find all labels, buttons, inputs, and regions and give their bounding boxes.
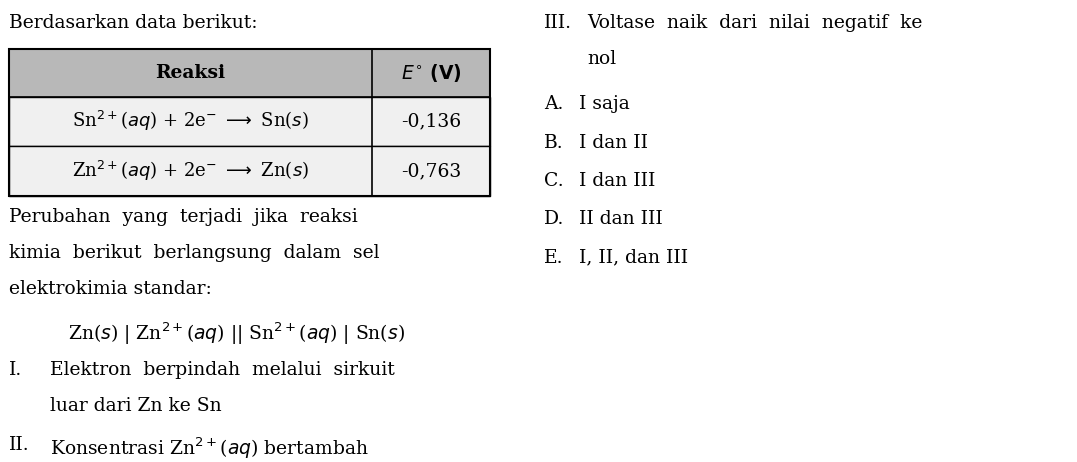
Text: I.: I. [9,361,22,379]
Text: -0,136: -0,136 [401,112,461,130]
Text: I saja: I saja [579,95,630,113]
Text: III.: III. [544,14,572,32]
Text: B.: B. [544,134,563,152]
Bar [9,49,490,196]
Text: Reaksi: Reaksi [155,64,225,82]
Bar [9,49,490,97]
Bar [9,97,490,146]
Text: Voltase  naik  dari  nilai  negatif  ke: Voltase naik dari nilai negatif ke [587,14,922,32]
Text: elektrokimia standar:: elektrokimia standar: [9,280,211,298]
Text: C.: C. [544,172,563,190]
Text: I dan III: I dan III [579,172,656,190]
Text: I dan II: I dan II [579,134,648,152]
Text: D.: D. [544,210,564,228]
Text: Zn($s$) | Zn$^{2+}$($aq$) || Sn$^{2+}$($aq$) | Sn($s$): Zn($s$) | Zn$^{2+}$($aq$) || Sn$^{2+}$($… [68,321,405,347]
Text: I, II, dan III: I, II, dan III [579,249,688,267]
Text: Konsentrasi Zn$^{2+}$($aq$) bertambah: Konsentrasi Zn$^{2+}$($aq$) bertambah [50,436,368,461]
Text: Zn$^{2+}$($aq$) + 2e$^{-}$ $\longrightarrow$ Zn($s$): Zn$^{2+}$($aq$) + 2e$^{-}$ $\longrightar… [71,159,309,183]
Text: Elektron  berpindah  melalui  sirkuit: Elektron berpindah melalui sirkuit [50,361,394,379]
Text: II dan III: II dan III [579,210,663,228]
Text: II.: II. [9,436,29,454]
Text: luar dari Zn ke Sn: luar dari Zn ke Sn [50,397,221,415]
Text: -0,763: -0,763 [401,162,461,180]
Text: kimia  berikut  berlangsung  dalam  sel: kimia berikut berlangsung dalam sel [9,244,379,262]
Text: Perubahan  yang  terjadi  jika  reaksi: Perubahan yang terjadi jika reaksi [9,208,358,226]
Text: $\boldsymbol{E^{\circ}}$ $\mathbf{(V)}$: $\boldsymbol{E^{\circ}}$ $\mathbf{(V)}$ [401,62,461,84]
Text: E.: E. [544,249,563,267]
Text: Sn$^{2+}$($aq$) + 2e$^{-}$ $\longrightarrow$ Sn($s$): Sn$^{2+}$($aq$) + 2e$^{-}$ $\longrightar… [72,109,308,134]
Bar [9,146,490,196]
Text: A.: A. [544,95,563,113]
Text: Berdasarkan data berikut:: Berdasarkan data berikut: [9,14,257,32]
Text: nol: nol [587,50,616,68]
